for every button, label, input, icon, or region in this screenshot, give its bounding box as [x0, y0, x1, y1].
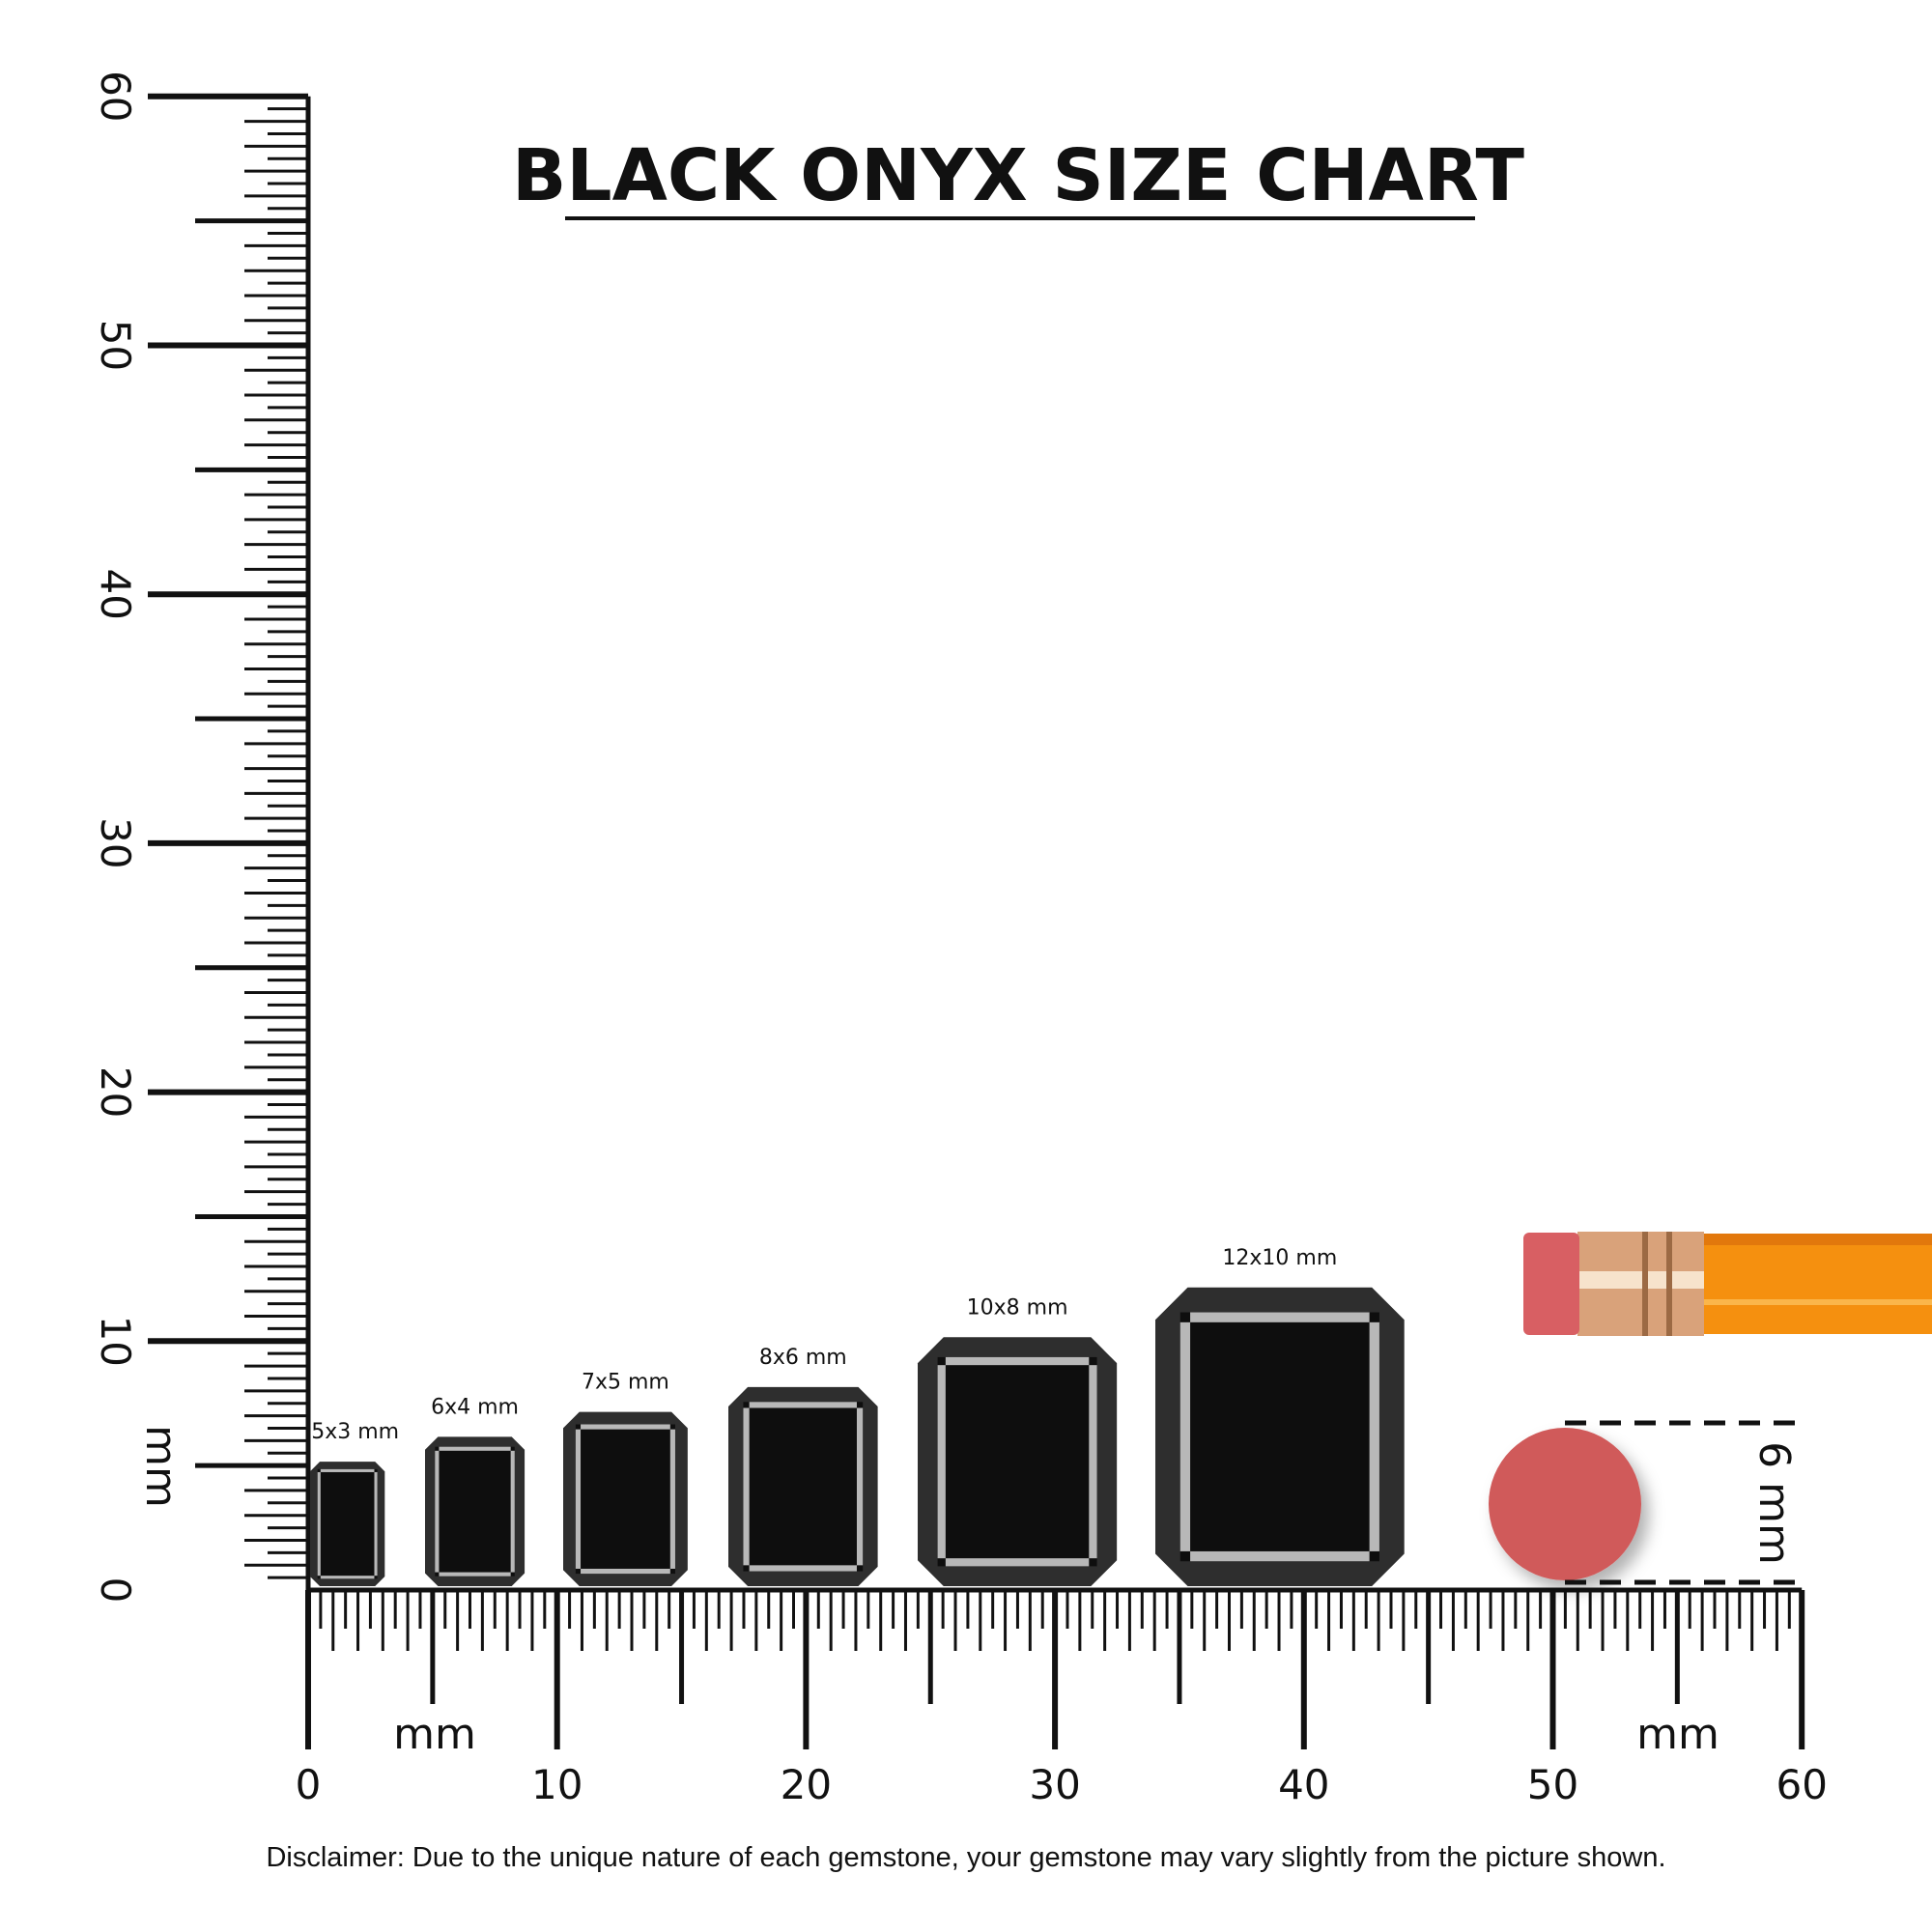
gem-facet-highlight — [581, 1424, 670, 1430]
horizontal-ruler-label: 0 — [296, 1761, 322, 1808]
gem-size-label: 10x8 mm — [967, 1295, 1068, 1320]
vertical-unit-label: mm — [136, 1425, 185, 1508]
gem-facet-highlight — [1179, 1321, 1191, 1551]
ferrule-ring — [1666, 1232, 1672, 1336]
gem-emerald-cut: 5x3 mm — [310, 1420, 399, 1586]
gem-facet-highlight — [749, 1402, 857, 1408]
gem-facet-highlight — [510, 1450, 515, 1573]
gem-facet-highlight — [317, 1471, 321, 1577]
gem-facet-highlight — [1089, 1365, 1097, 1559]
vertical-ruler-label: 50 — [92, 320, 139, 371]
gem-facet-highlight — [1369, 1321, 1379, 1551]
gem-facet-highlight — [743, 1407, 750, 1566]
horizontal-ruler-label: 10 — [531, 1761, 582, 1808]
gem-facet-highlight — [439, 1572, 511, 1577]
gem-emerald-cut: 10x8 mm — [918, 1295, 1118, 1586]
pencil-body-shade — [1702, 1234, 1932, 1245]
pencil-body-highlight — [1702, 1299, 1932, 1305]
gem-facet-highlight — [945, 1558, 1090, 1567]
gem-size-label: 12x10 mm — [1222, 1246, 1337, 1270]
gem-table — [575, 1424, 675, 1575]
gem-facet-highlight — [439, 1446, 511, 1451]
chart-title: BLACK ONYX SIZE CHART — [512, 134, 1524, 217]
gem-facet-highlight — [945, 1356, 1090, 1366]
gem-facet-highlight — [575, 1429, 582, 1569]
disclaimer-text: Disclaimer: Due to the unique nature of … — [266, 1842, 1665, 1873]
gem-facet-highlight — [435, 1450, 440, 1573]
vertical-ruler: 0 10 20 30 40 50 60 — [92, 71, 311, 1604]
gem-emerald-cut: 7x5 mm — [563, 1371, 688, 1586]
gem-facet-highlight — [937, 1365, 946, 1559]
vertical-ruler-label: 40 — [92, 568, 139, 619]
horizontal-ruler-label: 30 — [1029, 1761, 1080, 1808]
gem-size-label: 8x6 mm — [759, 1346, 847, 1370]
horizontal-ruler: 0 10 20 30 40 50 60 — [296, 1587, 1828, 1808]
gem-table — [317, 1468, 378, 1579]
vertical-ruler-label: 30 — [92, 817, 139, 868]
horizontal-unit-label-left: mm — [393, 1710, 476, 1759]
gem-facet-highlight — [1190, 1550, 1370, 1562]
horizontal-ruler-label: 40 — [1278, 1761, 1329, 1808]
gem-size-label: 6x4 mm — [431, 1395, 519, 1419]
gem-emerald-cut: 6x4 mm — [425, 1395, 526, 1586]
pencil-body — [1702, 1234, 1932, 1334]
gem-emerald-cut: 8x6 mm — [728, 1346, 878, 1586]
gem-facet-highlight — [1190, 1312, 1370, 1322]
vertical-ruler-label: 60 — [92, 71, 139, 122]
horizontal-unit-label-right: mm — [1636, 1710, 1719, 1759]
ferrule-shine — [1577, 1271, 1704, 1289]
gem-row: 5x3 mm 6x4 mm 7x5 mm 8x6 mm 10x8 mm 12x10 mm — [310, 1246, 1405, 1586]
gem-facet-highlight — [856, 1407, 864, 1566]
gem-facet-highlight — [320, 1468, 375, 1472]
eraser-reference-circle — [1489, 1428, 1641, 1580]
horizontal-ruler-label: 60 — [1776, 1761, 1827, 1808]
gem-size-label: 5x3 mm — [311, 1420, 399, 1444]
vertical-ruler-label: 10 — [92, 1316, 139, 1367]
gem-facet-highlight — [374, 1471, 378, 1577]
gem-table — [435, 1446, 515, 1577]
gem-facet-highlight — [581, 1568, 670, 1575]
gem-table — [743, 1402, 864, 1572]
reference-dimension-label: 6 mm — [1749, 1441, 1799, 1565]
pencil-eraser — [1523, 1233, 1579, 1335]
ferrule-ring — [1642, 1232, 1648, 1336]
horizontal-ruler-label: 50 — [1527, 1761, 1578, 1808]
vertical-ruler-label: 20 — [92, 1066, 139, 1118]
gem-size-label: 7x5 mm — [582, 1371, 669, 1395]
vertical-ruler-label: 0 — [92, 1577, 139, 1604]
gem-table — [937, 1356, 1097, 1567]
gem-facet-highlight — [749, 1565, 857, 1572]
gem-emerald-cut: 12x10 mm — [1155, 1246, 1405, 1586]
gem-facet-highlight — [669, 1429, 675, 1569]
horizontal-ruler-label: 20 — [781, 1761, 832, 1808]
gem-facet-highlight — [320, 1576, 375, 1579]
gem-table — [1179, 1312, 1379, 1562]
pencil-image — [1523, 1232, 1932, 1336]
